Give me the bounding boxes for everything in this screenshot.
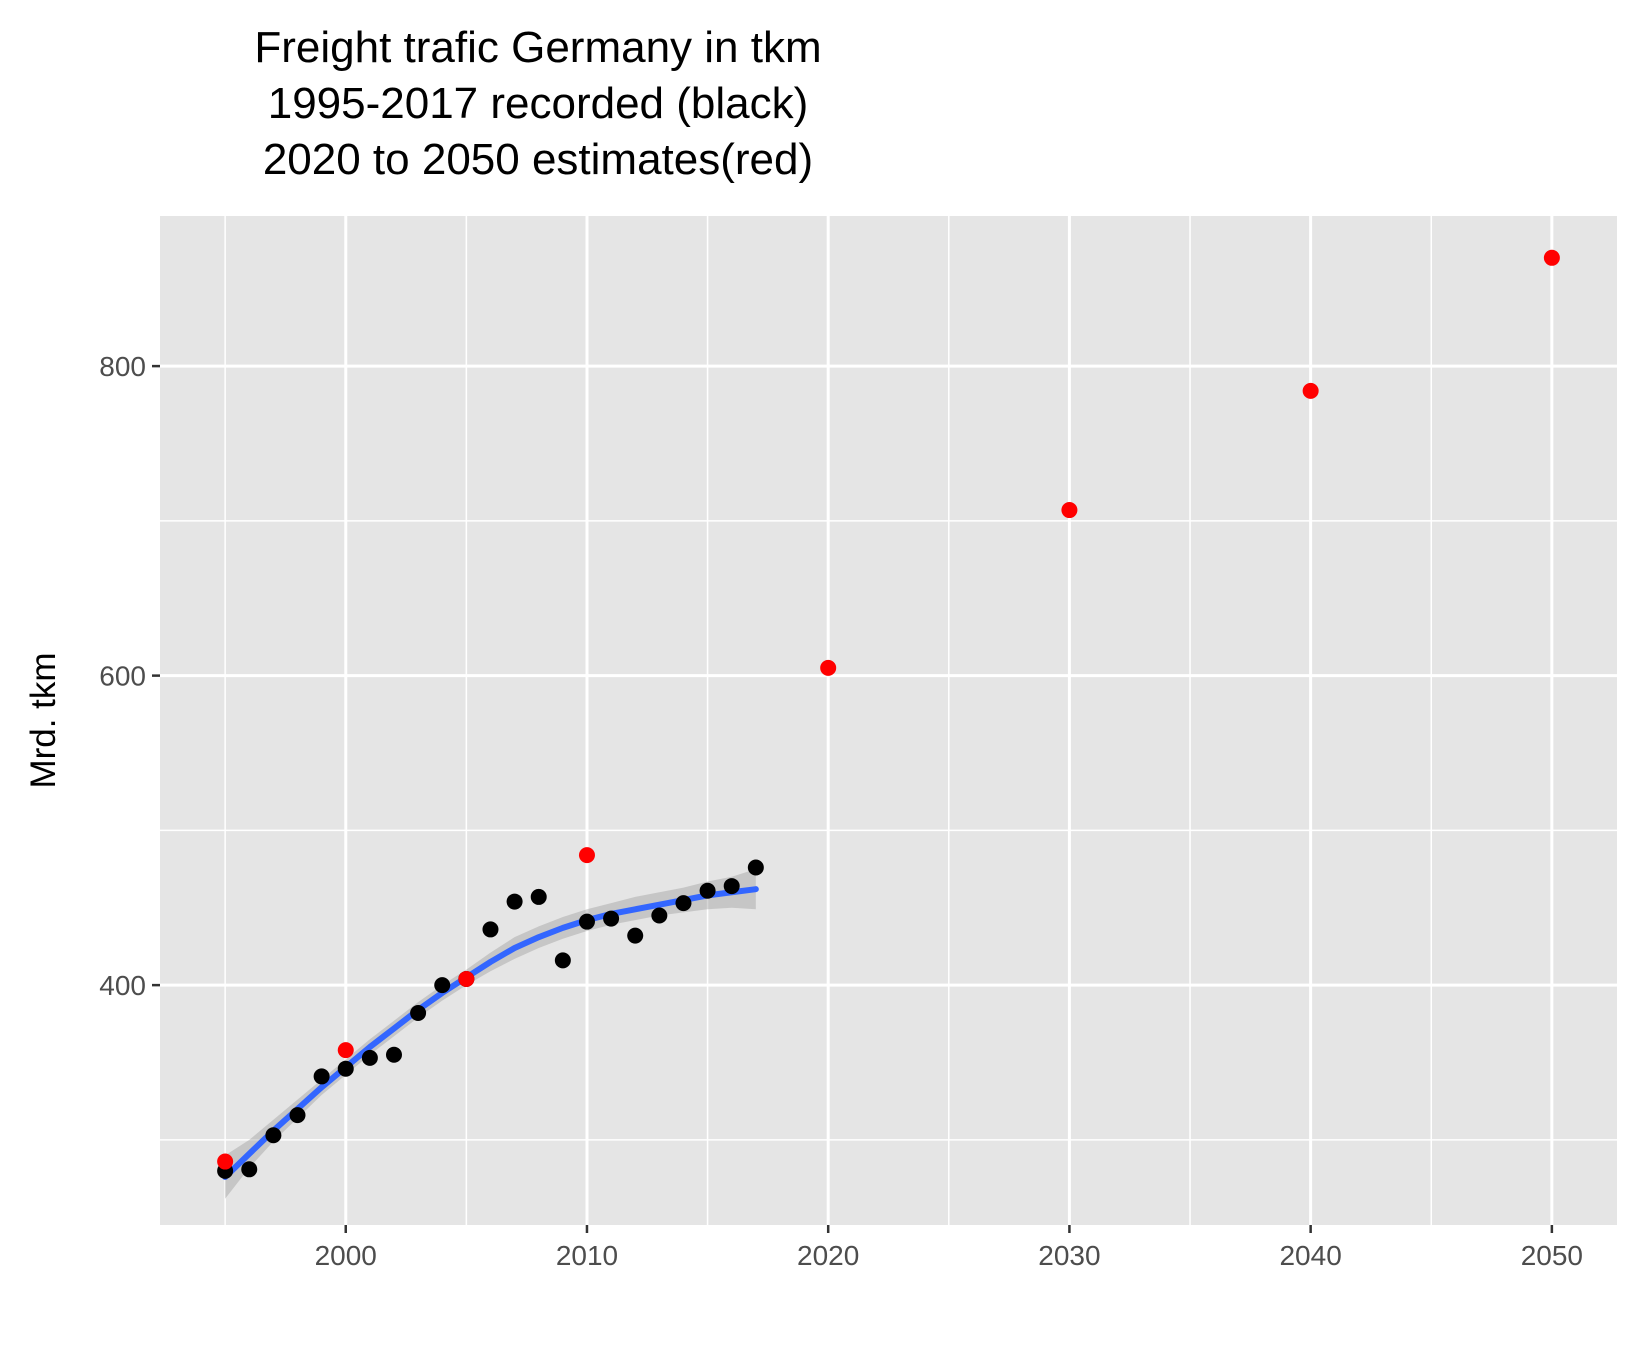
point-s0-6 [361,1049,378,1066]
point-s0-7 [385,1046,402,1063]
point-s0-15 [578,913,595,930]
point-s0-17 [627,927,644,944]
axes: 400 600 800 2000 2010 2020 2030 2040 2050 [99,351,1583,1271]
point-s0-16 [603,910,620,927]
point-s1-0 [217,1153,234,1170]
point-s0-9 [434,977,451,994]
x-tick-label-3: 2030 [1038,1240,1100,1271]
point-s0-4 [313,1068,330,1085]
point-s0-13 [530,888,547,905]
plot-panel [160,216,1617,1225]
point-s0-11 [482,921,499,938]
point-s1-2 [458,970,475,987]
point-s1-6 [1302,382,1319,399]
x-tick-label-5: 2050 [1521,1240,1583,1271]
confidence-band-0 [225,869,756,1199]
point-s1-1 [337,1042,354,1059]
point-s0-14 [554,952,571,969]
y-tick-label-0: 400 [99,970,146,1001]
x-tick-label-0: 2000 [315,1240,377,1271]
point-s1-7 [1543,249,1560,266]
point-s1-4 [820,659,837,676]
point-s0-8 [410,1004,427,1021]
point-s0-20 [699,882,716,899]
point-s0-21 [723,878,740,895]
point-s0-1 [241,1161,258,1178]
smooth-line-0 [222,886,759,1181]
point-s0-5 [337,1060,354,1077]
x-tick-label-1: 2010 [556,1240,618,1271]
point-s1-5 [1061,502,1078,519]
x-tick-label-4: 2040 [1279,1240,1341,1271]
y-tick-label-1: 600 [99,661,146,692]
y-axis-title: Mrd. tkm [24,652,63,788]
smooth-fit [222,869,759,1199]
minor-gridlines [160,216,1617,1225]
point-s0-3 [289,1107,306,1124]
data-points [217,249,1560,1179]
chart-title-line-3: 2020 to 2050 estimates(red) [263,135,813,184]
chart-title-line-2: 1995-2017 recorded (black) [268,79,809,128]
point-s0-2 [265,1127,282,1144]
point-s0-12 [506,893,523,910]
point-s0-22 [747,859,764,876]
point-s0-18 [651,907,668,924]
point-s1-3 [578,847,595,864]
chart-title: Freight trafic Germany in tkm 1995-2017 … [254,23,821,184]
chart-title-line-1: Freight trafic Germany in tkm [254,23,821,72]
y-tick-label-2: 800 [99,351,146,382]
x-tick-label-2: 2020 [797,1240,859,1271]
point-s0-19 [675,895,692,912]
